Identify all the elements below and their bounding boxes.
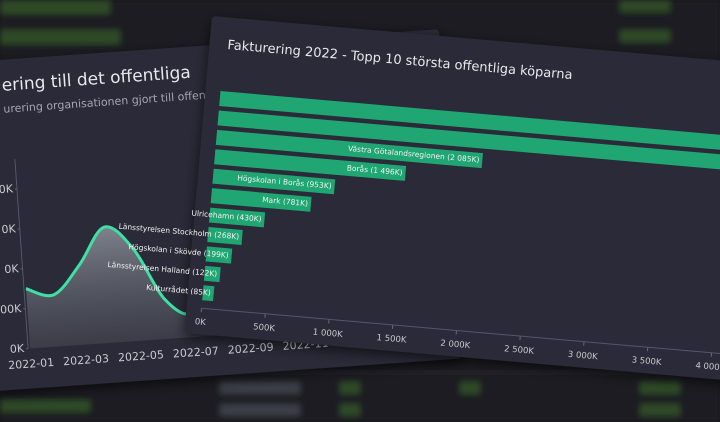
x-tick-label: 2022-03 [63, 352, 110, 368]
x-tick-label: 2022-09 [227, 341, 274, 357]
bar [205, 246, 233, 264]
bar [202, 285, 215, 302]
x-tick-label: 1 500K [376, 333, 407, 346]
y-tick-label: 00K [0, 302, 23, 317]
bar-label: Mark (781K) [262, 195, 309, 208]
y-tick-label: 0K [1, 222, 17, 236]
bar [207, 227, 243, 245]
bar [208, 207, 266, 228]
y-tick-label: 0K [0, 182, 14, 196]
x-tick-label: 0K [194, 317, 206, 328]
bar-card: Fakturering 2022 - Topp 10 största offen… [107, 16, 720, 382]
x-tick-label: 3 000K [567, 350, 598, 363]
x-tick-label: 2022-01 [8, 356, 55, 372]
x-tick-label: 1 000K [312, 328, 343, 341]
x-tick-label: 2022-05 [118, 348, 165, 364]
x-tick-label: 3 500K [631, 355, 662, 368]
bar [215, 129, 483, 169]
x-tick-label: 2 000K [440, 339, 471, 352]
y-tick-label: 0K [9, 342, 25, 356]
x-tick-label: 2022-07 [172, 344, 219, 360]
bar [210, 188, 312, 212]
x-tick-label: 500K [253, 322, 276, 334]
y-tick-label: 0K [4, 262, 20, 276]
x-tick-label: 2 500K [504, 344, 535, 357]
x-tick-label: 4 000K [695, 361, 720, 374]
bar [217, 110, 720, 172]
bar [219, 91, 720, 154]
bar [214, 149, 407, 181]
bar [212, 168, 336, 195]
x-axis [201, 307, 720, 357]
y-axis [14, 159, 29, 349]
bar [203, 265, 221, 283]
